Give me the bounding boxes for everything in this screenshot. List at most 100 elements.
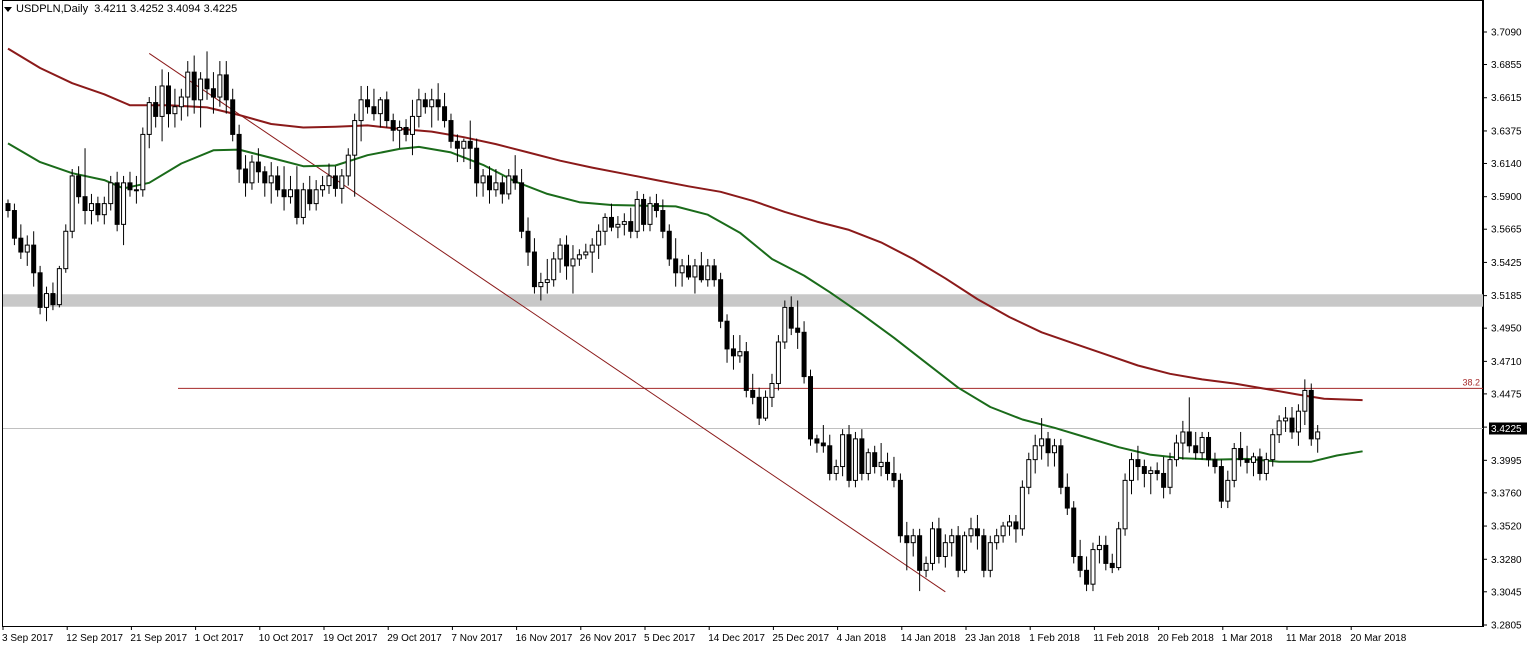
candle <box>634 191 640 239</box>
candle-body <box>268 175 274 184</box>
candle-body <box>294 189 300 218</box>
candle <box>531 238 537 294</box>
candle <box>320 175 326 197</box>
candle <box>1231 443 1237 488</box>
price-tick-label: 3.5185 <box>1491 291 1522 302</box>
price-tick-label: 3.3995 <box>1491 456 1522 467</box>
candle-body <box>814 438 820 444</box>
candle <box>763 390 769 421</box>
candle <box>564 235 570 280</box>
candle-body <box>551 258 557 281</box>
candle <box>660 199 666 239</box>
support-zone <box>3 294 1483 307</box>
current-price-label: 3.4225 <box>1491 424 1522 435</box>
candle <box>673 238 679 287</box>
candle <box>5 199 11 218</box>
candle <box>461 138 467 163</box>
candle <box>1238 431 1244 467</box>
candle-body <box>18 237 24 253</box>
candle-body <box>487 175 492 191</box>
candle-body <box>1039 438 1045 447</box>
candle <box>910 528 916 557</box>
candle-body <box>1007 521 1013 527</box>
candle <box>615 216 621 239</box>
candle-body <box>442 106 448 122</box>
candle-body <box>172 106 178 115</box>
candle <box>968 517 974 543</box>
candle-body <box>1283 417 1289 422</box>
candle <box>1218 459 1224 509</box>
candle <box>416 88 422 128</box>
candle <box>666 224 672 266</box>
candle-body <box>827 445 833 474</box>
price-tick-label: 3.5665 <box>1491 225 1522 236</box>
candle-body <box>480 175 486 184</box>
candle-body <box>320 185 326 191</box>
candle-body <box>416 99 422 117</box>
candle-body <box>1071 507 1077 557</box>
candle-body <box>1308 389 1314 440</box>
candle <box>467 120 473 170</box>
candle <box>397 120 403 149</box>
candle-body <box>660 210 666 232</box>
time-tick-label: 1 Feb 2018 <box>1029 633 1080 644</box>
price-tick-label: 3.3760 <box>1491 488 1522 499</box>
candle <box>480 169 486 197</box>
candle <box>11 203 17 246</box>
candle-body <box>1238 448 1244 461</box>
candle-body <box>461 140 467 149</box>
candle-body <box>236 133 242 170</box>
candle <box>44 286 50 322</box>
candle-body <box>210 88 216 98</box>
candle <box>923 556 929 578</box>
candle <box>705 258 711 287</box>
candle <box>1161 456 1167 499</box>
candle <box>846 425 852 488</box>
candle-body <box>1315 431 1321 440</box>
candle-body <box>1250 456 1256 463</box>
candle-body <box>968 528 974 537</box>
candle-body <box>891 472 897 481</box>
time-tick-label: 12 Sep 2017 <box>66 633 123 644</box>
candle <box>403 119 409 142</box>
candle-body <box>1064 486 1070 509</box>
candle-body <box>782 306 788 343</box>
price-tick-label: 3.6855 <box>1491 60 1522 71</box>
candle-body <box>101 203 107 216</box>
candle <box>782 300 788 349</box>
candle-body <box>255 161 261 173</box>
candle-body <box>1045 438 1051 454</box>
candle-body <box>1135 459 1141 468</box>
candle <box>114 171 120 232</box>
candle <box>801 321 807 384</box>
candle-body <box>673 258 679 274</box>
time-tick-label: 7 Nov 2017 <box>451 633 503 644</box>
candle <box>307 175 313 211</box>
time-tick-label: 14 Jan 2018 <box>901 633 956 644</box>
candle-body <box>576 254 582 260</box>
candle <box>332 166 338 197</box>
time-tick-label: 1 Mar 2018 <box>1222 633 1273 644</box>
candle <box>1032 434 1038 474</box>
candle <box>108 175 114 211</box>
candle-body <box>910 535 916 544</box>
candle <box>589 238 595 273</box>
price-tick-label: 3.3520 <box>1491 522 1522 533</box>
candle <box>557 238 563 273</box>
candle <box>506 169 512 200</box>
candle <box>808 369 813 446</box>
candle <box>88 193 94 225</box>
candle <box>287 175 293 204</box>
candle-body <box>1244 459 1250 463</box>
candle-body <box>885 461 891 474</box>
candle-body <box>1302 389 1308 412</box>
candle <box>974 514 980 550</box>
candle <box>769 373 775 408</box>
candle <box>737 335 743 363</box>
candle-body <box>897 479 903 537</box>
candle-body <box>692 265 698 278</box>
candle <box>942 534 948 568</box>
candle-body <box>730 348 736 357</box>
time-tick-label: 3 Sep 2017 <box>2 633 54 644</box>
